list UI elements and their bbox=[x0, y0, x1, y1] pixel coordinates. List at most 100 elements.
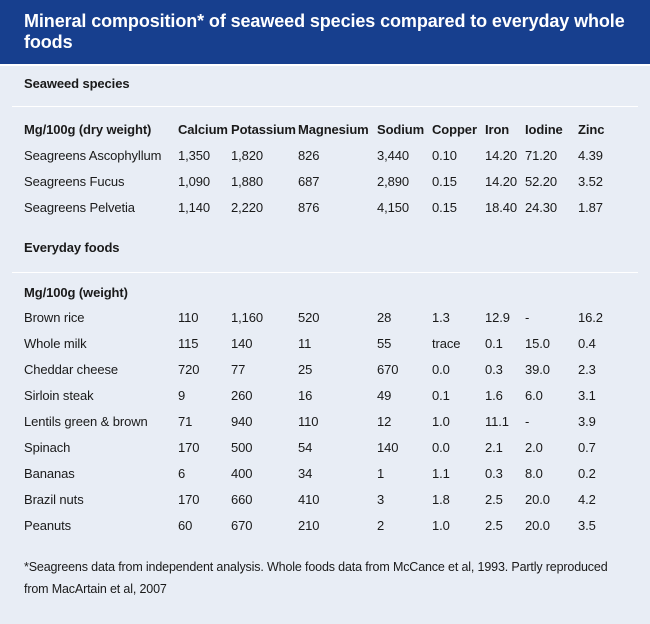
foods-section-title: Everyday foods bbox=[24, 240, 120, 255]
cell-potassium: 140 bbox=[231, 336, 253, 351]
header-iron: Iron bbox=[485, 122, 510, 137]
cell-iron: 14.20 bbox=[485, 148, 518, 163]
cell-iodine: 20.0 bbox=[525, 492, 550, 507]
header-copper: Copper bbox=[432, 122, 477, 137]
header-label: Mg/100g (weight) bbox=[24, 285, 128, 300]
cell-iodine: 8.0 bbox=[525, 466, 543, 481]
header-potassium: Potassium bbox=[231, 122, 296, 137]
table-header-row: Mg/100g (weight) bbox=[0, 282, 650, 304]
cell-label: Seagreens Pelvetia bbox=[24, 200, 135, 215]
table-row: Brazil nuts 170 660 410 3 1.8 2.5 20.0 4.2 bbox=[0, 489, 650, 511]
cell-magnesium: 210 bbox=[298, 518, 320, 533]
cell-calcium: 9 bbox=[178, 388, 186, 403]
cell-calcium: 1,090 bbox=[178, 174, 211, 189]
section-divider bbox=[12, 272, 638, 273]
cell-magnesium: 110 bbox=[298, 414, 319, 429]
cell-label: Bananas bbox=[24, 466, 75, 481]
cell-calcium: 6 bbox=[178, 466, 186, 481]
cell-magnesium: 410 bbox=[298, 492, 320, 507]
cell-zinc: 2.3 bbox=[578, 362, 596, 377]
cell-calcium: 115 bbox=[178, 336, 199, 351]
table-row: Seagreens Pelvetia 1,140 2,220 876 4,150 0.15… bbox=[0, 197, 650, 219]
cell-iodine: - bbox=[525, 310, 530, 325]
cell-sodium: 670 bbox=[377, 362, 399, 377]
cell-potassium: 660 bbox=[231, 492, 253, 507]
cell-potassium: 260 bbox=[231, 388, 253, 403]
cell-label: Brown rice bbox=[24, 310, 85, 325]
header-zinc: Zinc bbox=[578, 122, 605, 137]
cell-magnesium: 687 bbox=[298, 174, 320, 189]
cell-magnesium: 520 bbox=[298, 310, 320, 325]
cell-zinc: 3.1 bbox=[578, 388, 596, 403]
cell-iron: 1.6 bbox=[485, 388, 503, 403]
table-row: Bananas 6 400 34 1 1.1 0.3 8.0 0.2 bbox=[0, 463, 650, 485]
cell-magnesium: 11 bbox=[298, 336, 312, 351]
cell-sodium: 28 bbox=[377, 310, 392, 325]
cell-potassium: 1,880 bbox=[231, 174, 264, 189]
cell-calcium: 170 bbox=[178, 440, 200, 455]
cell-potassium: 1,820 bbox=[231, 148, 264, 163]
cell-zinc: 1.87 bbox=[578, 200, 603, 215]
cell-potassium: 1,160 bbox=[231, 310, 264, 325]
cell-sodium: 1 bbox=[377, 466, 385, 481]
table-header-row: Mg/100g (dry weight) Calcium Potassium Magn… bbox=[0, 119, 650, 141]
cell-zinc: 3.9 bbox=[578, 414, 596, 429]
cell-copper: 0.15 bbox=[432, 200, 457, 215]
cell-copper: 1.0 bbox=[432, 518, 450, 533]
title-separator bbox=[0, 64, 650, 66]
cell-zinc: 3.5 bbox=[578, 518, 596, 533]
cell-iron: 11.1 bbox=[485, 414, 509, 429]
cell-calcium: 60 bbox=[178, 518, 193, 533]
cell-iron: 18.40 bbox=[485, 200, 518, 215]
cell-sodium: 2 bbox=[377, 518, 385, 533]
cell-label: Lentils green & brown bbox=[24, 414, 148, 429]
cell-copper: 0.15 bbox=[432, 174, 457, 189]
cell-iron: 0.3 bbox=[485, 466, 503, 481]
cell-iron: 14.20 bbox=[485, 174, 518, 189]
cell-potassium: 2,220 bbox=[231, 200, 264, 215]
cell-potassium: 500 bbox=[231, 440, 253, 455]
cell-magnesium: 826 bbox=[298, 148, 320, 163]
cell-copper: 0.0 bbox=[432, 362, 450, 377]
table-row: Lentils green & brown 71 940 110 12 1.0 11.1 - 3… bbox=[0, 411, 650, 433]
cell-potassium: 400 bbox=[231, 466, 253, 481]
table-row: Peanuts 60 670 210 2 1.0 2.5 20.0 3.5 bbox=[0, 515, 650, 537]
cell-iodine: 6.0 bbox=[525, 388, 543, 403]
footnote: *Seagreens data from independent analysi… bbox=[24, 560, 608, 596]
cell-potassium: 940 bbox=[231, 414, 253, 429]
cell-iodine: 39.0 bbox=[525, 362, 550, 377]
cell-sodium: 4,150 bbox=[377, 200, 410, 215]
cell-zinc: 4.39 bbox=[578, 148, 603, 163]
cell-sodium: 12 bbox=[377, 414, 392, 429]
cell-potassium: 670 bbox=[231, 518, 253, 533]
cell-copper: 0.1 bbox=[432, 388, 450, 403]
cell-zinc: 16.2 bbox=[578, 310, 603, 325]
cell-calcium: 71 bbox=[178, 414, 193, 429]
header-calcium: Calcium bbox=[178, 122, 228, 137]
table-row: Spinach 170 500 54 140 0.0 2.1 2.0 0.7 bbox=[0, 437, 650, 459]
cell-copper: 1.1 bbox=[432, 466, 450, 481]
cell-potassium: 77 bbox=[231, 362, 246, 377]
cell-label: Cheddar cheese bbox=[24, 362, 118, 377]
table-row: Seagreens Ascophyllum 1,350 1,820 826 3,440 0… bbox=[0, 145, 650, 167]
table-row: Sirloin steak 9 260 16 49 0.1 1.6 6.0 3.1 bbox=[0, 385, 650, 407]
cell-label: Sirloin steak bbox=[24, 388, 94, 403]
cell-label: Peanuts bbox=[24, 518, 72, 533]
cell-iron: 2.5 bbox=[485, 518, 503, 533]
cell-calcium: 170 bbox=[178, 492, 200, 507]
table-row: Cheddar cheese 720 77 25 670 0.0 0.3 39.0 2.3 bbox=[0, 359, 650, 381]
cell-copper: 0.10 bbox=[432, 148, 457, 163]
header-iodine: Iodine bbox=[525, 122, 563, 137]
cell-iodine: - bbox=[525, 414, 530, 429]
cell-label: Brazil nuts bbox=[24, 492, 84, 507]
cell-iodine: 15.0 bbox=[525, 336, 550, 351]
cell-zinc: 3.52 bbox=[578, 174, 603, 189]
header-magnesium: Magnesium bbox=[298, 122, 369, 137]
title-banner: Mineral composition* of seaweed species … bbox=[0, 0, 650, 64]
cell-iron: 2.5 bbox=[485, 492, 503, 507]
table-row: Seagreens Fucus 1,090 1,880 687 2,890 0.15 14.… bbox=[0, 171, 650, 193]
cell-label: Seagreens Ascophyllum bbox=[24, 148, 162, 163]
cell-label: Whole milk bbox=[24, 336, 87, 351]
cell-sodium: 3,440 bbox=[377, 148, 410, 163]
cell-iodine: 52.20 bbox=[525, 174, 558, 189]
